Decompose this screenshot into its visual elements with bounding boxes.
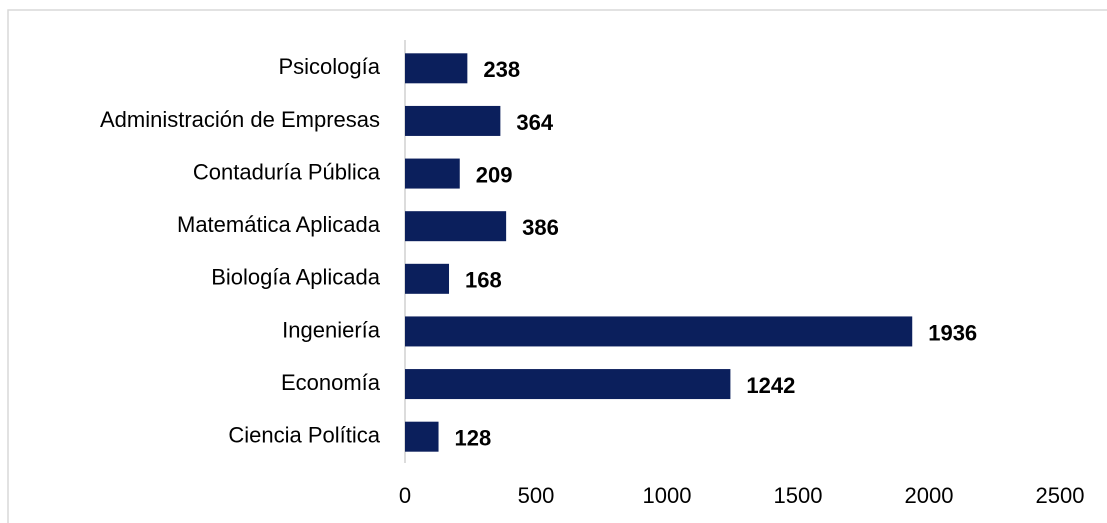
x-tick-label: 1000 <box>643 483 692 508</box>
value-label: 364 <box>516 110 553 135</box>
value-label: 128 <box>455 426 492 451</box>
x-tick-label: 0 <box>399 483 411 508</box>
x-tick-label: 2000 <box>905 483 954 508</box>
y-tick-label: Ciencia Política <box>228 423 380 448</box>
bar <box>405 263 450 294</box>
value-label: 168 <box>465 268 502 293</box>
value-label: 238 <box>483 57 520 82</box>
y-tick-label: Economía <box>281 370 381 395</box>
value-label: 1242 <box>746 373 795 398</box>
x-tick-label: 500 <box>518 483 555 508</box>
chart-frame <box>7 9 1107 523</box>
x-tick-label: 2500 <box>1036 483 1085 508</box>
bar <box>405 316 913 347</box>
bar <box>405 105 501 136</box>
bar <box>405 211 507 242</box>
y-tick-label: Psicología <box>278 54 380 79</box>
value-label: 209 <box>476 162 513 187</box>
y-tick-label: Ingeniería <box>282 317 381 342</box>
bar <box>405 369 731 400</box>
y-tick-label: Biología Aplicada <box>211 265 381 290</box>
value-label: 1936 <box>928 320 977 345</box>
y-tick-label: Contaduría Pública <box>193 159 381 184</box>
bar <box>405 158 460 189</box>
y-tick-label: Matemática Aplicada <box>177 212 381 237</box>
y-tick-label: Administración de Empresas <box>100 107 380 132</box>
value-label: 386 <box>522 215 559 240</box>
bar <box>405 421 439 452</box>
x-tick-label: 1500 <box>774 483 823 508</box>
bar <box>405 53 468 84</box>
